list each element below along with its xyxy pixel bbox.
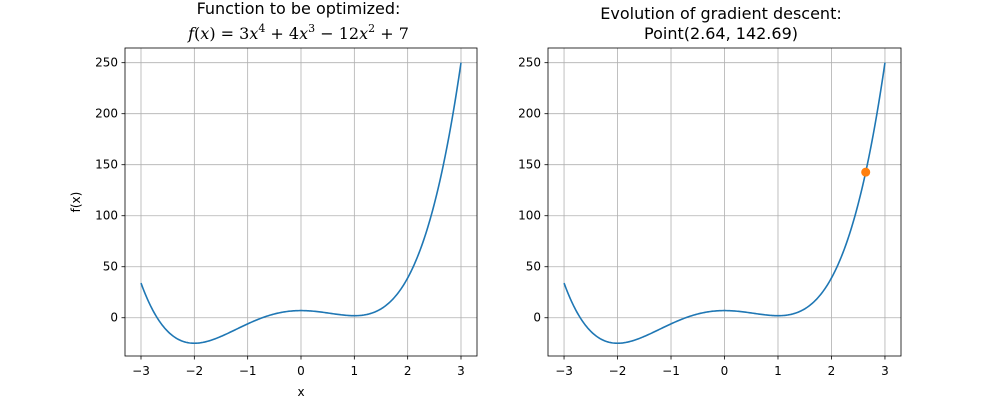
right-chart-ytick-label-2: 100 xyxy=(518,209,541,223)
left-chart-xtick-label-0: −3 xyxy=(132,364,150,378)
left-chart-xtick-label-2: −1 xyxy=(239,364,257,378)
left-chart-xtick-label-4: 1 xyxy=(351,364,359,378)
left-chart-subtitle: f(x) = 3x4 + 4x3 − 12x2 + 7 xyxy=(187,22,409,43)
left-chart-ytick-label-1: 50 xyxy=(103,260,118,274)
left-chart: Function to be optimized: f(x) = 3x4 + 4… xyxy=(69,0,478,399)
right-chart-ticks: −3 −2 −1 0 1 2 3 0 50 100 150 200 250 xyxy=(518,56,889,378)
left-chart-grid xyxy=(125,48,477,356)
right-chart-xtick-label-4: 1 xyxy=(774,364,782,378)
right-chart-xtick-label-0: −3 xyxy=(555,364,573,378)
left-chart-ytick-label-5: 250 xyxy=(95,56,118,70)
right-chart-series-line xyxy=(563,62,886,345)
right-chart-xtick-label-5: 2 xyxy=(828,364,836,378)
right-chart-points xyxy=(861,167,871,177)
right-chart-ytick-label-0: 0 xyxy=(533,311,541,325)
left-chart-ylabel: f(x) xyxy=(69,192,83,213)
right-chart-subtitle: Point(2.64, 142.69) xyxy=(644,24,798,43)
left-chart-xtick-label-6: 3 xyxy=(457,364,465,378)
left-chart-xtick-label-3: 0 xyxy=(297,364,305,378)
right-chart-xtick-label-2: −1 xyxy=(662,364,680,378)
right-chart-xtick-label-6: 3 xyxy=(881,364,889,378)
left-chart-xtick-label-5: 2 xyxy=(404,364,412,378)
right-chart-xtick-label-1: −2 xyxy=(609,364,627,378)
left-chart-title: Function to be optimized: xyxy=(197,0,401,18)
right-chart-ytick-label-3: 150 xyxy=(518,158,541,172)
left-chart-ytick-label-2: 100 xyxy=(95,209,118,223)
right-chart-ytick-label-4: 200 xyxy=(518,107,541,121)
right-chart-ytick-label-5: 250 xyxy=(518,56,541,70)
left-chart-ticks: −3 −2 −1 0 1 2 3 0 50 100 150 200 250 xyxy=(95,56,465,378)
right-chart-xtick-label-3: 0 xyxy=(721,364,729,378)
left-chart-xlabel: x xyxy=(297,385,304,399)
left-chart-series-line xyxy=(140,62,462,345)
right-chart-point-0 xyxy=(861,167,871,177)
right-chart: Evolution of gradient descent: Point(2.6… xyxy=(518,4,902,378)
left-chart-xtick-label-1: −2 xyxy=(185,364,203,378)
right-chart-ytick-label-1: 50 xyxy=(526,260,541,274)
left-chart-ytick-label-3: 150 xyxy=(95,158,118,172)
right-chart-title: Evolution of gradient descent: xyxy=(600,4,841,23)
left-chart-ytick-label-4: 200 xyxy=(95,107,118,121)
right-chart-grid xyxy=(548,48,901,356)
left-chart-ytick-label-0: 0 xyxy=(110,311,118,325)
